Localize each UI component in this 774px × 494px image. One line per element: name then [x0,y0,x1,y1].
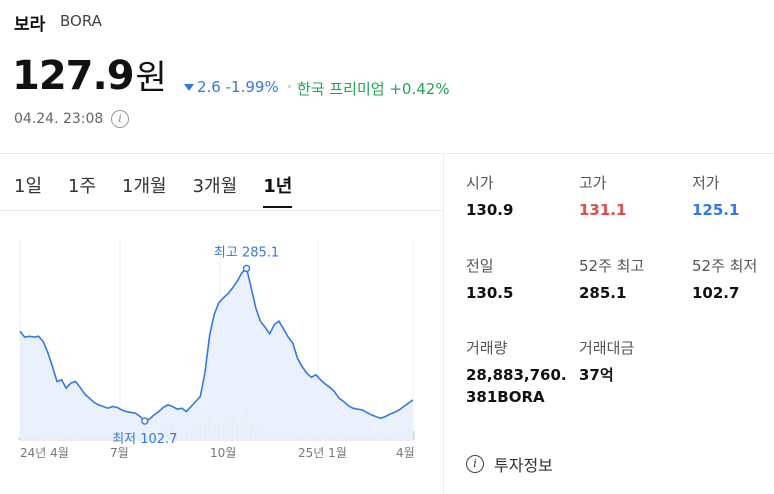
stat-value: 130.5 [466,284,514,302]
price-change: 2.6 -1.99% [184,78,279,96]
tab-1w[interactable]: 1주 [68,176,97,197]
stat-label: 시가 [466,174,494,192]
stat-low: 저가 125.1 [692,172,739,221]
stat-open: 시가 130.9 [466,172,513,221]
premium-label: 한국 프리미엄 [297,80,385,98]
stat-volume: 거래량 28,883,760. 381BORA [466,337,567,408]
price-value: 127.9 [12,53,135,99]
stat-high: 고가 131.1 [579,172,626,221]
coin-name: 보라 [14,15,46,35]
current-price: 127.9원 [12,50,167,99]
stat-value: 37억 [579,366,614,384]
stat-label: 52주 최고 [579,257,645,275]
info-icon[interactable]: i [111,110,129,128]
volume-line-1: 28,883,760. [466,366,567,384]
min-marker [141,417,149,425]
x-tick-label: 7월 [110,446,129,460]
price-area [20,268,413,440]
timestamp: 04.24. 23:08 [14,111,104,127]
stat-value: 130.9 [466,201,514,219]
coin-symbol: BORA [60,12,102,30]
price-line [19,267,414,422]
x-tick-label: 24년 4월 [20,446,69,460]
korea-premium: 한국 프리미엄 +0.42% [297,78,450,99]
min-label: 최저 102.7 [112,432,177,447]
stat-52w-high: 52주 최고 285.1 [579,255,644,304]
price-unit: 원 [135,58,167,98]
tab-3m[interactable]: 3개월 [192,176,238,197]
invest-info-label: 투자정보 [494,456,553,475]
premium-value: +0.42% [389,80,450,98]
tab-1y[interactable]: 1년 [263,172,293,208]
stat-prev-close: 전일 130.5 [466,255,513,304]
stat-label: 전일 [466,257,494,275]
divider [0,153,774,154]
stat-label: 거래대금 [579,339,635,357]
invest-info-link[interactable]: i 투자정보 [466,452,553,476]
change-amount: 2.6 [197,78,221,96]
x-tick-label: 10월 [210,446,236,460]
tabs-divider [0,210,443,211]
stat-52w-low: 52주 최저 102.7 [692,255,757,304]
divider-vertical [443,153,444,494]
volume-line-2: 381BORA [466,388,545,406]
change-percent: -1.99% [225,78,279,96]
tab-1m[interactable]: 1개월 [122,176,167,197]
stat-value: 285.1 [579,284,627,302]
stat-label: 저가 [692,174,720,192]
stat-trade-value: 거래대금 37억 [579,337,634,386]
stat-value: 28,883,760. 381BORA [466,364,567,408]
stat-label: 거래량 [466,339,508,357]
stat-label: 고가 [579,174,607,192]
price-chart[interactable]: 최고 285.1 최저 102.7 24년 4월 7월 10월 25년 1월 4월 [0,215,430,465]
x-tick-label: 4월 [396,446,415,460]
max-label: 최고 285.1 [214,245,279,260]
separator-dot [288,85,291,88]
down-triangle-icon [184,84,194,91]
period-tabs: 1일 1주 1개월 3개월 1년 [14,172,318,208]
stat-value: 102.7 [692,284,740,302]
stat-value: 131.1 [579,201,627,219]
x-tick-label: 25년 1월 [298,446,347,460]
max-marker [242,264,251,273]
info-icon: i [466,455,484,473]
stat-value: 125.1 [692,201,740,219]
stat-label: 52주 최저 [692,257,758,275]
tab-1d[interactable]: 1일 [14,176,43,197]
